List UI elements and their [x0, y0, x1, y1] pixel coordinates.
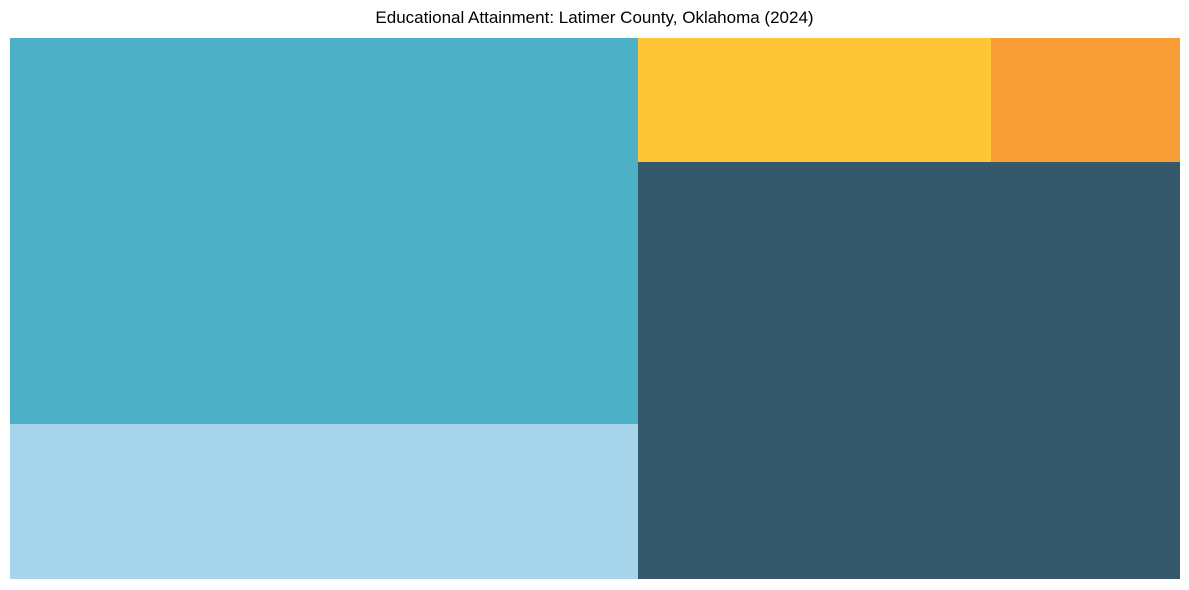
- treemap-tile-light-blue[interactable]: [10, 424, 639, 579]
- treemap-plot: [10, 38, 1180, 579]
- treemap-tile-yellow[interactable]: [638, 38, 992, 162]
- treemap-tile-orange[interactable]: [991, 38, 1180, 162]
- treemap-tile-dark-slate[interactable]: [638, 161, 1180, 579]
- chart-title: Educational Attainment: Latimer County, …: [375, 8, 814, 27]
- treemap-tile-teal[interactable]: [10, 38, 639, 424]
